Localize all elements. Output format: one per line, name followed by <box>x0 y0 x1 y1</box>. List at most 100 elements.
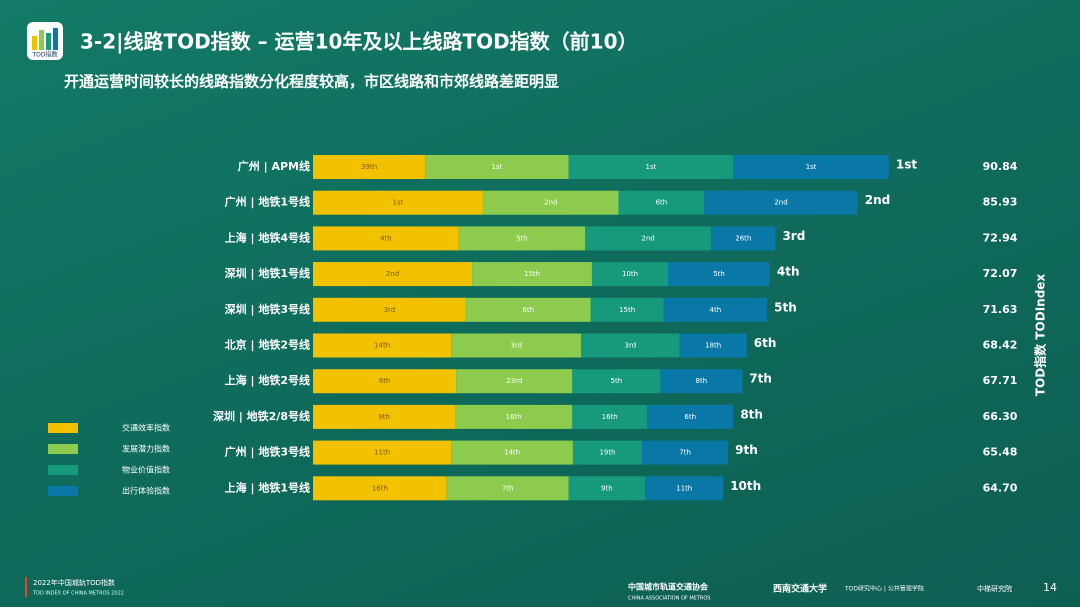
footer-title: 2022年中国城轨TOD指数 <box>33 578 115 587</box>
rank-label: 16th <box>506 413 522 421</box>
rank-label: 19th <box>599 449 615 457</box>
overall-rank: 5th <box>774 300 797 314</box>
overall-rank: 2nd <box>865 193 890 207</box>
total-label: 85.93 <box>983 196 1018 209</box>
legend-label: 发展潜力指数 <box>122 444 170 454</box>
rank-label: 4th <box>380 234 392 242</box>
bar-segment <box>642 440 729 465</box>
category-label: 深圳 | 地铁1号线 <box>225 266 310 280</box>
total-label: 90.84 <box>983 160 1018 173</box>
rank-label: 1st <box>491 163 502 171</box>
bar-segment <box>446 476 569 501</box>
bar-segment <box>679 333 747 358</box>
total-label: 68.42 <box>983 339 1018 352</box>
legend-swatch <box>48 486 78 496</box>
rank-label: 14th <box>504 449 520 457</box>
category-label: 广州 | APM线 <box>238 159 310 173</box>
total-label: 65.48 <box>983 446 1018 459</box>
bar-segment <box>313 369 457 394</box>
rank-label: 2nd <box>544 199 557 207</box>
bar-segment <box>663 297 768 322</box>
bar-segment <box>568 155 734 179</box>
rank-label: 6th <box>379 377 391 385</box>
rank-label: 2nd <box>774 199 787 207</box>
footer-subtitle: TOD INDEX OF CHINA METROS 2022 <box>32 591 124 597</box>
bar-segment <box>313 190 483 215</box>
footer-accent <box>25 577 27 597</box>
bar-segment <box>591 262 669 287</box>
total-label: 67.71 <box>983 374 1018 387</box>
rank-label: 14th <box>374 342 390 350</box>
bar-segment <box>668 262 770 287</box>
overall-rank: 3rd <box>782 229 805 243</box>
bar-segment <box>455 404 573 429</box>
legend-swatch <box>48 423 78 433</box>
rank-label: 18th <box>705 342 721 350</box>
legend-swatch <box>48 465 78 475</box>
bar-segment <box>581 333 680 358</box>
category-label: 上海 | 地铁2号线 <box>225 373 310 387</box>
subtitle: 开通运营时间较长的线路指数分化程度较高，市区线路和市郊线路差距明显 <box>64 73 559 91</box>
rank-label: 16th <box>602 413 618 421</box>
logo-bar <box>46 33 51 50</box>
rank-label: 5th <box>516 234 528 242</box>
rank-label: 2nd <box>641 234 654 242</box>
rank-label: 5th <box>713 270 725 278</box>
bar-segment <box>584 226 712 251</box>
rank-label: 1st <box>645 163 656 171</box>
total-label: 71.63 <box>983 303 1018 316</box>
bar-segment <box>660 369 743 394</box>
bar-segment <box>313 440 452 465</box>
logo-text: TOD指数 <box>31 51 57 59</box>
rank-label: 7th <box>502 484 514 492</box>
bar-segment <box>458 226 585 251</box>
overall-rank: 8th <box>740 407 763 421</box>
category-label: 上海 | 地铁1号线 <box>225 480 310 494</box>
legend-label: 出行体验指数 <box>122 486 170 496</box>
rank-label: 9th <box>601 484 613 492</box>
bar-segment <box>704 190 858 215</box>
org: 西南交通大学 <box>773 583 827 595</box>
rank-label: 5th <box>611 377 623 385</box>
bar-segment <box>451 440 573 465</box>
legend-swatch <box>48 444 78 454</box>
rank-label: 7th <box>679 449 691 457</box>
rank-label: 1st <box>806 163 817 171</box>
bar-segment <box>711 226 776 251</box>
overall-rank: 9th <box>735 443 758 457</box>
bar-segment <box>313 404 456 429</box>
org: 中梯研究院 <box>977 584 1012 593</box>
rank-label: 8th <box>696 377 708 385</box>
chart-title: 3-2|线路TOD指数 – 运营10年及以上线路TOD指数（前10） <box>80 30 638 54</box>
bar-segment <box>647 404 734 429</box>
bar-segment <box>313 262 473 287</box>
bar-segment <box>313 226 459 251</box>
bar-segment <box>313 476 447 501</box>
category-label: 广州 | 地铁1号线 <box>225 195 310 209</box>
rank-label: 1st <box>393 199 404 207</box>
rank-label: 3rd <box>384 306 396 314</box>
rank-label: 6th <box>684 413 696 421</box>
category-label: 广州 | 地铁3号线 <box>225 445 310 459</box>
bar-segment <box>465 297 591 322</box>
bar-segment <box>618 190 705 215</box>
rank-label: 15th <box>524 270 540 278</box>
overall-rank: 1st <box>896 158 917 172</box>
rank-label: 23rd <box>506 377 522 385</box>
page-number: 14 <box>1043 581 1057 594</box>
rank-label: 6th <box>656 199 668 207</box>
rank-label: 11th <box>374 449 390 457</box>
overall-rank: 7th <box>749 372 772 386</box>
category-label: 深圳 | 地铁2/8号线 <box>213 409 310 423</box>
bar-segment <box>313 155 426 179</box>
total-label: 66.30 <box>983 410 1018 423</box>
legend-label: 物业价值指数 <box>122 465 170 475</box>
rank-label: 16th <box>372 484 388 492</box>
category-label: 上海 | 地铁4号线 <box>225 230 310 244</box>
total-label: 64.70 <box>983 481 1018 494</box>
axis-label: TOD指数 TODIndex <box>1033 274 1048 397</box>
bar-segment <box>572 440 643 465</box>
bar-segment <box>482 190 619 215</box>
